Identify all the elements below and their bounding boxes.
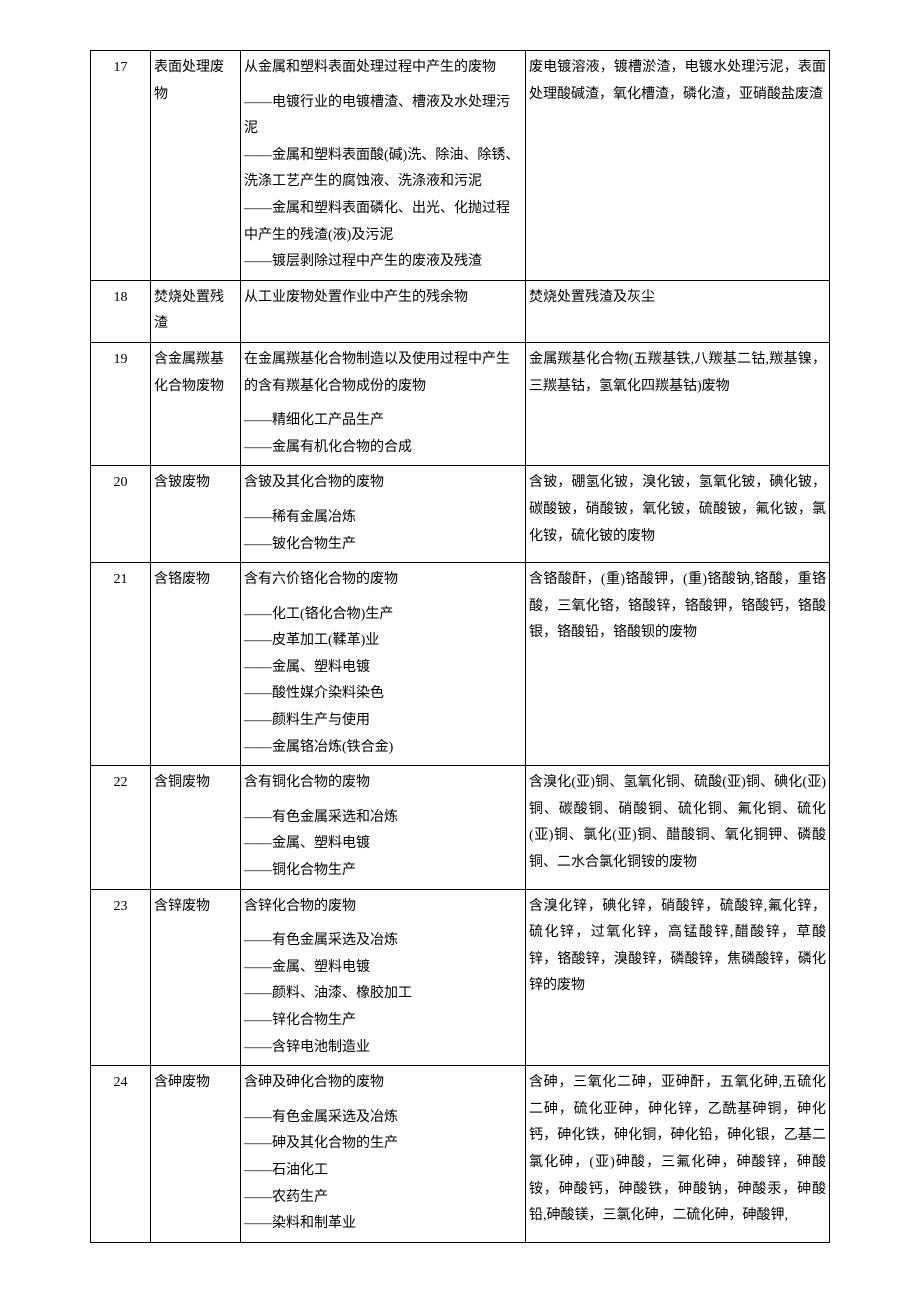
- row-number: 22: [91, 766, 151, 889]
- description-sub-item: ——有色金属采选和冶炼: [244, 805, 522, 832]
- description-sub-item: ——化工(铬化合物)生产: [244, 602, 522, 629]
- row-number: 19: [91, 342, 151, 465]
- waste-detail: 含溴化(亚)铜、氢氧化铜、硫酸(亚)铜、碘化(亚)铜、碳酸铜、硝酸铜、硫化铜、氟…: [526, 766, 830, 889]
- description-sub-item: ——铜化合物生产: [244, 858, 522, 885]
- description-sub-item: ——金属、塑料电镀: [244, 655, 522, 682]
- waste-classification-table: 17表面处理废物从金属和塑料表面处理过程中产生的废物 ——电镀行业的电镀槽渣、槽液…: [90, 50, 830, 1243]
- table-row: 18焚烧处置残渣从工业废物处置作业中产生的残余物焚烧处置残渣及灰尘: [91, 280, 830, 342]
- description-sub-item: ——电镀行业的电镀槽渣、槽液及水处理污泥: [244, 90, 522, 143]
- description-sub-item: ——金属有机化合物的合成: [244, 435, 522, 462]
- waste-name: 含铍废物: [151, 466, 241, 563]
- waste-name: 含砷废物: [151, 1066, 241, 1243]
- row-number: 17: [91, 51, 151, 281]
- waste-name: 含铜废物: [151, 766, 241, 889]
- description-main: 含铍及其化合物的废物: [244, 470, 522, 497]
- description-sub-item: ——有色金属采选及冶炼: [244, 1105, 522, 1132]
- row-number: 21: [91, 563, 151, 766]
- description-main: 含锌化合物的废物: [244, 894, 522, 921]
- table-row: 19含金属羰基化合物废物在金属羰基化合物制造以及使用过程中产生的含有羰基化合物成…: [91, 342, 830, 465]
- description-sub-item: ——石油化工: [244, 1158, 522, 1185]
- waste-description: 含有铜化合物的废物 ——有色金属采选和冶炼——金属、塑料电镀——铜化合物生产: [241, 766, 526, 889]
- description-main: 含有铜化合物的废物: [244, 770, 522, 797]
- waste-name: 焚烧处置残渣: [151, 280, 241, 342]
- description-main: 从金属和塑料表面处理过程中产生的废物: [244, 55, 522, 82]
- waste-description: 从工业废物处置作业中产生的残余物: [241, 280, 526, 342]
- description-sub-item: ——含锌电池制造业: [244, 1035, 522, 1062]
- description-sub-item: ——颜料、油漆、橡胶加工: [244, 981, 522, 1008]
- description-sub-item: ——镀层剥除过程中产生的废液及残渣: [244, 249, 522, 276]
- table-row: 21含铬废物含有六价铬化合物的废物 ——化工(铬化合物)生产——皮革加工(鞣革)业…: [91, 563, 830, 766]
- description-sub-item: ——金属和塑料表面酸(碱)洗、除油、除锈、洗涤工艺产生的腐蚀液、洗涤液和污泥: [244, 143, 522, 196]
- table-row: 23含锌废物含锌化合物的废物 ——有色金属采选及冶炼——金属、塑料电镀——颜料、油…: [91, 889, 830, 1066]
- waste-description: 含砷及砷化合物的废物——有色金属采选及冶炼——砷及其化合物的生产——石油化工——…: [241, 1066, 526, 1243]
- waste-name: 表面处理废物: [151, 51, 241, 281]
- description-sub-item: ——农药生产: [244, 1185, 522, 1212]
- description-main: 含砷及砷化合物的废物: [244, 1070, 522, 1097]
- description-main: 含有六价铬化合物的废物: [244, 567, 522, 594]
- waste-detail: 含砷，三氧化二砷，亚砷酐，五氧化砷,五硫化二砷，硫化亚砷，砷化锌，乙酰基砷铜，砷…: [526, 1066, 830, 1243]
- row-number: 20: [91, 466, 151, 563]
- table-body: 17表面处理废物从金属和塑料表面处理过程中产生的废物 ——电镀行业的电镀槽渣、槽液…: [91, 51, 830, 1243]
- description-sub-item: ——颜料生产与使用: [244, 708, 522, 735]
- description-sub-item: ——有色金属采选及冶炼: [244, 928, 522, 955]
- description-sub-item: ——金属、塑料电镀: [244, 831, 522, 858]
- waste-detail: 含铬酸酐，(重)铬酸钾，(重)铬酸钠,铬酸，重铬酸，三氧化铬，铬酸锌，铬酸钾，铬…: [526, 563, 830, 766]
- waste-description: 含铍及其化合物的废物 ——稀有金属冶炼——铍化合物生产: [241, 466, 526, 563]
- waste-detail: 废电镀溶液，镀槽淤渣，电镀水处理污泥，表面处理酸碱渣，氧化槽渣，磷化渣，亚硝酸盐…: [526, 51, 830, 281]
- description-sub-item: ——酸性媒介染料染色: [244, 681, 522, 708]
- description-main: 在金属羰基化合物制造以及使用过程中产生的含有羰基化合物成份的废物: [244, 347, 522, 400]
- description-sub-item: ——金属、塑料电镀: [244, 955, 522, 982]
- description-sub-item: ——精细化工产品生产: [244, 408, 522, 435]
- waste-description: 从金属和塑料表面处理过程中产生的废物——电镀行业的电镀槽渣、槽液及水处理污泥——…: [241, 51, 526, 281]
- waste-detail: 金属羰基化合物(五羰基铁,八羰基二钴,羰基镍，三羰基钴，氢氧化四羰基钴)废物: [526, 342, 830, 465]
- description-sub-item: ——锌化合物生产: [244, 1008, 522, 1035]
- waste-description: 在金属羰基化合物制造以及使用过程中产生的含有羰基化合物成份的废物 ——精细化工产品…: [241, 342, 526, 465]
- table-row: 22含铜废物含有铜化合物的废物 ——有色金属采选和冶炼——金属、塑料电镀——铜化合…: [91, 766, 830, 889]
- table-row: 20含铍废物含铍及其化合物的废物 ——稀有金属冶炼——铍化合物生产含铍，硼氢化铍，…: [91, 466, 830, 563]
- description-sub-item: ——皮革加工(鞣革)业: [244, 628, 522, 655]
- waste-name: 含铬废物: [151, 563, 241, 766]
- row-number: 18: [91, 280, 151, 342]
- row-number: 23: [91, 889, 151, 1066]
- description-sub-item: ——染料和制革业: [244, 1211, 522, 1238]
- waste-description: 含锌化合物的废物 ——有色金属采选及冶炼——金属、塑料电镀——颜料、油漆、橡胶加工…: [241, 889, 526, 1066]
- table-row: 17表面处理废物从金属和塑料表面处理过程中产生的废物 ——电镀行业的电镀槽渣、槽液…: [91, 51, 830, 281]
- description-sub-item: ——砷及其化合物的生产: [244, 1131, 522, 1158]
- row-number: 24: [91, 1066, 151, 1243]
- description-sub-item: ——金属铬冶炼(铁合金): [244, 735, 522, 762]
- waste-description: 含有六价铬化合物的废物 ——化工(铬化合物)生产——皮革加工(鞣革)业——金属、塑…: [241, 563, 526, 766]
- description-sub-item: ——金属和塑料表面磷化、出光、化抛过程中产生的残渣(液)及污泥: [244, 196, 522, 249]
- waste-detail: 焚烧处置残渣及灰尘: [526, 280, 830, 342]
- waste-name: 含锌废物: [151, 889, 241, 1066]
- description-main: 从工业废物处置作业中产生的残余物: [244, 285, 522, 312]
- waste-name: 含金属羰基化合物废物: [151, 342, 241, 465]
- description-sub-item: ——铍化合物生产: [244, 532, 522, 559]
- table-row: 24含砷废物含砷及砷化合物的废物——有色金属采选及冶炼——砷及其化合物的生产——…: [91, 1066, 830, 1243]
- waste-detail: 含铍，硼氢化铍，溴化铍，氢氧化铍，碘化铍，碳酸铍，硝酸铍，氧化铍，硫酸铍，氟化铍…: [526, 466, 830, 563]
- description-sub-item: ——稀有金属冶炼: [244, 505, 522, 532]
- waste-detail: 含溴化锌，碘化锌，硝酸锌，硫酸锌,氟化锌，硫化锌，过氧化锌，高锰酸锌,醋酸锌，草…: [526, 889, 830, 1066]
